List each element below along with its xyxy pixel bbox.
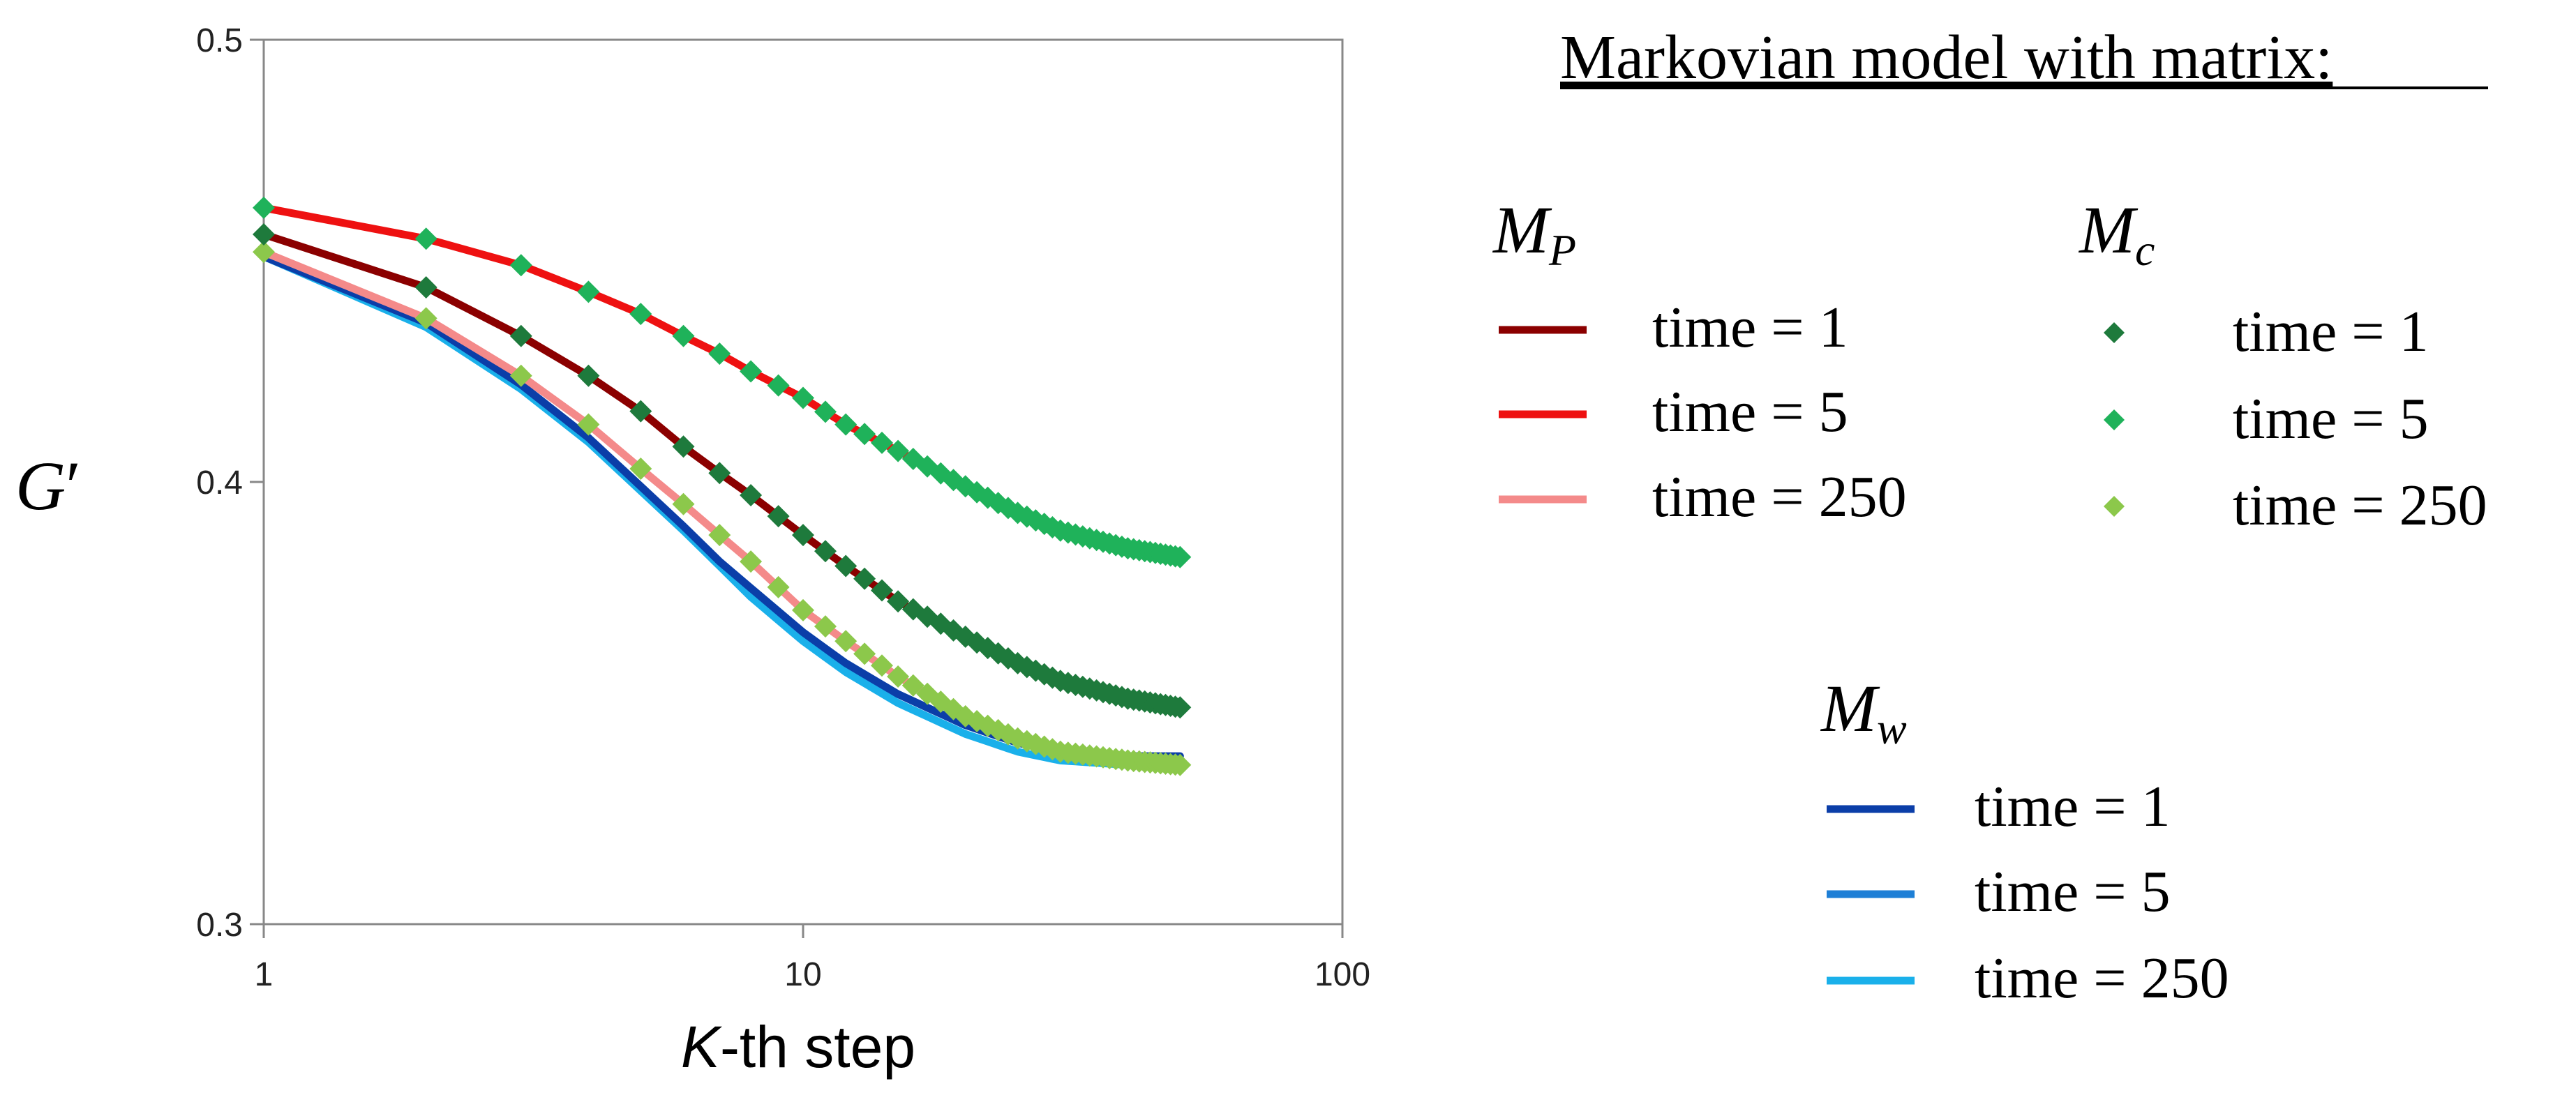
marker-point-Mc-2 <box>901 674 924 697</box>
legend-label-mw-1: time = 5 <box>1975 859 2171 924</box>
marker-point-Mc-2 <box>253 241 275 264</box>
marker-point-Mc-2 <box>414 307 437 330</box>
legend-heading-mc: Mc <box>2078 193 2155 275</box>
legend-label-mc-1: time = 5 <box>2233 386 2429 451</box>
marker-point-Mc-0 <box>792 524 814 547</box>
marker-point-Mc-2 <box>767 575 790 598</box>
x-tick-label: 100 <box>1315 956 1370 993</box>
series-markers <box>253 196 1192 776</box>
marker-point-Mc-0 <box>629 400 652 423</box>
legend-swatch-mc-1 <box>2104 409 2125 430</box>
marker-point-Mc-0 <box>834 554 858 578</box>
marker-point-Mc-0 <box>887 590 910 613</box>
marker-point-Mc-1 <box>414 227 437 250</box>
legend-label-mp-1: time = 5 <box>1652 379 1848 444</box>
marker-point-Mc-0 <box>767 505 790 528</box>
marker-point-Mc-1 <box>767 374 790 397</box>
legend-heading-main: M <box>1820 671 1880 746</box>
legend-swatch-mc-0 <box>2104 322 2125 343</box>
marker-point-Mc-2 <box>942 697 965 720</box>
y-axis-title: G′ <box>15 447 81 524</box>
marker-point-Mc-0 <box>253 223 275 246</box>
marker-point-Mc-1 <box>853 423 876 446</box>
marker-point-Mc-0 <box>672 435 695 458</box>
x-tick-label: 10 <box>784 956 821 993</box>
marker-point-Mc-0 <box>708 462 731 485</box>
marker-point-Mc-2 <box>814 615 837 638</box>
marker-point-Mc-0 <box>509 324 532 347</box>
marker-point-Mc-1 <box>1169 545 1192 568</box>
legend-label-mw-2: time = 250 <box>1975 946 2229 1011</box>
marker-point-Mc-1 <box>629 303 652 326</box>
legend-label-mc-0: time = 1 <box>2233 299 2429 364</box>
marker-point-Mc-2 <box>871 654 893 677</box>
marker-point-Mc-0 <box>871 579 893 602</box>
legend-heading-mp: MP <box>1492 193 1576 275</box>
legend-label-mp-0: time = 1 <box>1652 295 1848 360</box>
x-tick-label: 1 <box>255 956 274 993</box>
chart-title: Markovian model with matrix: <box>1560 23 2332 92</box>
marker-point-Mc-2 <box>834 630 858 653</box>
legend-label-mw-0: time = 1 <box>1975 774 2171 839</box>
legend-heading-sub: w <box>1877 704 1907 753</box>
axis-ticks: 0.3 0.4 0.5 1 10 100 <box>196 22 1370 993</box>
y-axis-title-prime: ′ <box>66 447 81 524</box>
y-tick-label: 0.3 <box>196 907 243 944</box>
marker-point-Mc-1 <box>834 413 858 436</box>
marker-point-Mc-1 <box>253 196 275 219</box>
y-axis-title-main: G <box>15 447 66 524</box>
x-axis-title-italic: K <box>681 1014 723 1080</box>
marker-point-Mc-2 <box>887 665 910 688</box>
marker-point-Mc-2 <box>629 458 652 480</box>
legend-swatch-mc-2 <box>2104 496 2125 517</box>
legend-heading-main: M <box>2078 193 2139 267</box>
marker-point-Mc-1 <box>577 280 600 303</box>
marker-point-Mc-1 <box>792 386 814 409</box>
legend-label-mc-2: time = 250 <box>2233 473 2487 538</box>
marker-point-Mc-1 <box>509 254 532 277</box>
legend-heading-mw: Mw <box>1820 671 1907 753</box>
marker-point-Mc-2 <box>708 524 731 547</box>
marker-point-Mc-2 <box>853 642 876 665</box>
marker-point-Mc-1 <box>887 439 910 462</box>
marker-point-Mc-0 <box>740 484 763 506</box>
marker-point-Mc-1 <box>672 324 695 347</box>
marker-point-Mc-2 <box>509 364 532 387</box>
legend-heading-sub: P <box>1548 225 1576 275</box>
legend-heading-sub: c <box>2135 225 2155 275</box>
marker-point-Mc-0 <box>414 276 437 299</box>
x-axis-title-rest: -th step <box>720 1014 915 1080</box>
marker-point-Mc-2 <box>1169 753 1192 776</box>
marker-point-Mc-1 <box>871 431 893 454</box>
marker-point-Mc-2 <box>672 492 695 515</box>
y-tick-label: 0.4 <box>196 465 243 501</box>
marker-point-Mc-2 <box>577 413 600 436</box>
marker-point-Mc-0 <box>577 364 600 387</box>
plot-area: 0.3 0.4 0.5 1 10 100 <box>196 22 1370 993</box>
marker-point-Mc-2 <box>792 598 814 621</box>
marker-point-Mc-0 <box>853 567 876 590</box>
legend-heading-main: M <box>1492 193 1552 267</box>
y-tick-label: 0.5 <box>196 22 243 59</box>
legend-label-mp-2: time = 250 <box>1652 465 1907 529</box>
marker-point-Mc-1 <box>740 360 763 383</box>
x-axis-title: K-th step <box>681 1014 915 1080</box>
marker-point-Mc-0 <box>1169 696 1192 719</box>
marker-point-Mc-0 <box>814 540 837 563</box>
marker-point-Mc-1 <box>708 342 731 365</box>
marker-point-Mc-1 <box>814 400 837 423</box>
marker-point-Mc-2 <box>740 550 763 573</box>
